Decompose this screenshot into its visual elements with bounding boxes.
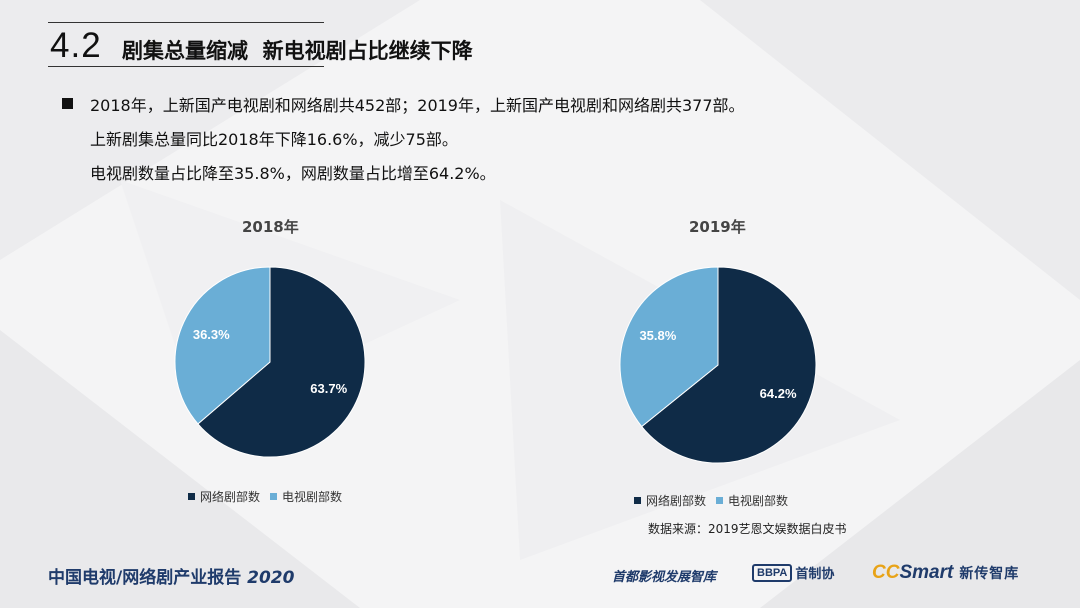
summary-line-3: 电视剧数量占比降至35.8%，网剧数量占比增至64.2%。 [90, 164, 496, 183]
legend-label-tv: 电视剧部数 [282, 490, 343, 504]
chart-title-2018: 2018年 [242, 218, 299, 236]
pie-data-label: 63.7% [310, 381, 347, 396]
logo-bbpa: BBPA 首制协 [752, 563, 834, 582]
summary-line-2: 上新剧集总量同比2018年下降16.6%，减少75部。 [90, 130, 458, 149]
data-source-note: 数据来源：2019艺恩文娱数据白皮书 [648, 522, 847, 536]
logo-capital-film-think-tank: 首都影视发展智库 [612, 570, 717, 585]
logo-ccsmart: CC Smart 新传智库 [872, 562, 1019, 584]
legend-label-web: 网络剧部数 [200, 490, 261, 504]
legend-swatch-tv [716, 497, 724, 504]
ccsmart-cn: 新传智库 [959, 566, 1020, 582]
legend-2019: 网络剧部数 电视剧部数 [634, 492, 798, 509]
pie-slice-web [641, 266, 817, 464]
bullet-square-icon [62, 98, 73, 109]
report-title-text: 中国电视/网络剧产业报告 [48, 568, 242, 588]
pie-chart-2019: 64.2% 35.8% [619, 266, 817, 464]
section-number: 4.2 [50, 26, 102, 65]
header-rule-top [48, 22, 324, 23]
summary-line-1: 2018年，上新国产电视剧和网络剧共452部；2019年，上新国产电视剧和网络剧… [90, 96, 745, 115]
report-title: 中国电视/网络剧产业报告 2020 [48, 563, 294, 588]
legend-swatch-web [634, 497, 641, 504]
legend-2018: 网络剧部数 电视剧部数 [188, 488, 352, 505]
pie-data-label: 35.8% [639, 328, 676, 343]
legend-swatch-web [188, 493, 195, 500]
page-title: 剧集总量缩减 新电视剧占比继续下降 [122, 39, 473, 63]
legend-item-tv: 电视剧部数 [270, 488, 342, 505]
bbpa-mark: BBPA [752, 563, 793, 582]
report-year: 2020 [247, 568, 295, 588]
chart-title-2019: 2019年 [689, 218, 746, 236]
legend-item-tv: 电视剧部数 [716, 492, 788, 509]
pie-slice-web [197, 266, 366, 458]
legend-label-tv: 电视剧部数 [728, 494, 789, 508]
pie-data-label: 64.2% [760, 386, 797, 401]
legend-label-web: 网络剧部数 [646, 494, 707, 508]
header-rule-bottom [48, 66, 324, 67]
pie-slice-tv [619, 266, 719, 428]
legend-item-web: 网络剧部数 [188, 488, 260, 505]
pie-chart-2018: 63.7% 36.3% [174, 266, 366, 458]
ccsmart-cc: CC [872, 562, 900, 583]
legend-swatch-tv [270, 493, 278, 500]
ccsmart-smart: Smart [899, 562, 954, 583]
pie-data-label: 36.3% [193, 327, 230, 342]
pie-slice-tv [174, 266, 271, 425]
bbpa-text: 首制协 [795, 567, 835, 582]
legend-item-web: 网络剧部数 [634, 492, 706, 509]
